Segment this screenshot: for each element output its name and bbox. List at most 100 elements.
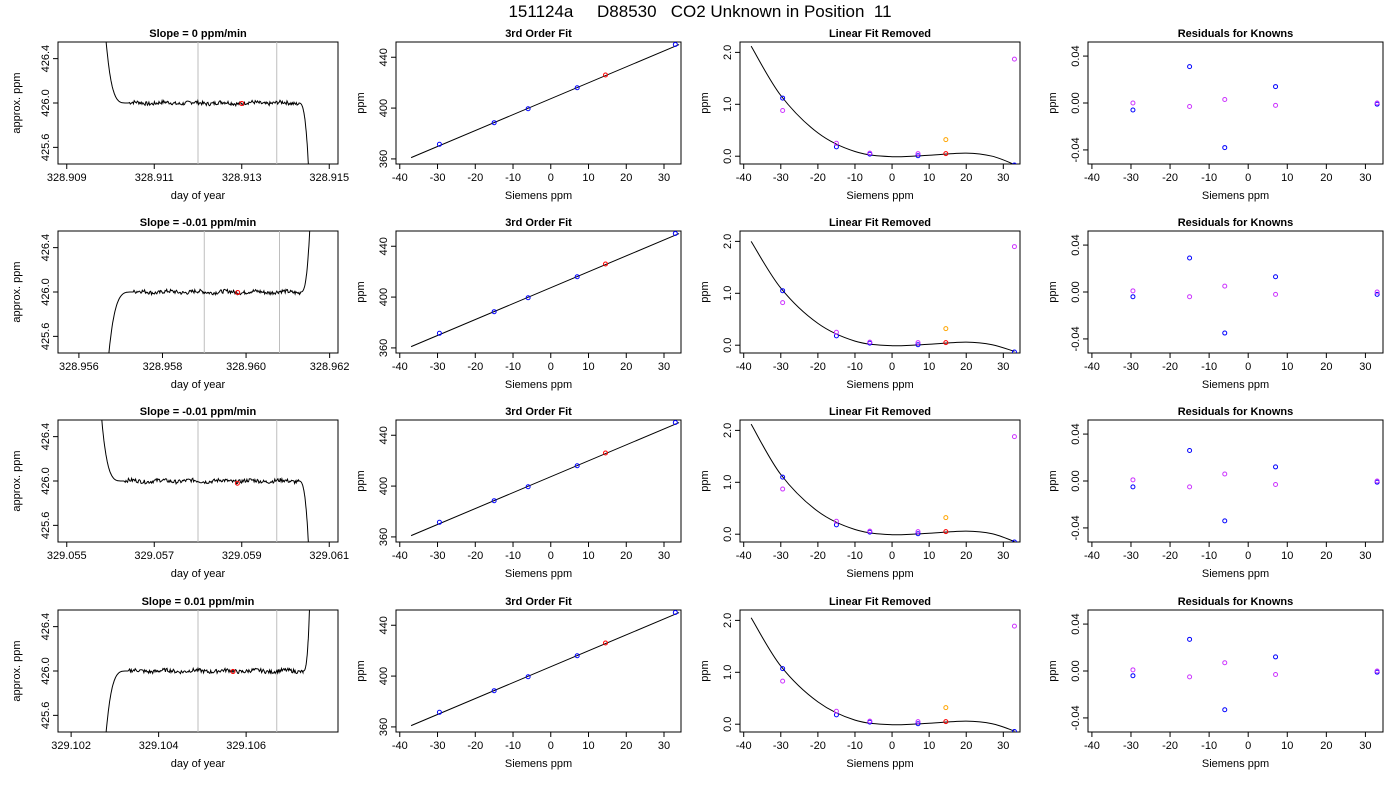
plot-area [750, 617, 1017, 732]
x-tick-label: -30 [430, 172, 446, 184]
data-point [1374, 668, 1380, 674]
data-point [574, 274, 580, 280]
chart-panel: Slope = 0 ppm/min 328.909 328.911 328.913 32… [11, 28, 349, 202]
x-tick-label: 30 [658, 361, 670, 373]
plot-frame [1087, 609, 1384, 733]
data-point [1374, 291, 1380, 297]
y-tick-label: 0.00 [1070, 281, 1082, 302]
data-point [491, 309, 497, 315]
data-point [833, 329, 839, 335]
panel-title: Residuals for Knowns [1178, 217, 1294, 229]
data-point [1273, 672, 1279, 678]
x-tick-label: -10 [847, 550, 863, 562]
x-tick-label: 0 [548, 550, 554, 562]
x-tick-label: 329.104 [139, 740, 179, 752]
x-tick-label: -10 [505, 550, 521, 562]
data-point [833, 518, 839, 524]
x-tick-label: 10 [582, 550, 594, 562]
x-tick-label: 30 [997, 172, 1009, 184]
data-point [780, 486, 786, 492]
y-tick-label: 2.0 [722, 613, 734, 628]
y-tick-label: 425.6 [40, 134, 52, 162]
y-axis-label: approx. ppm [11, 450, 23, 511]
x-tick-label: -30 [430, 361, 446, 373]
data-point [1273, 84, 1279, 90]
data-point [867, 339, 873, 345]
x-tick-label: 20 [960, 172, 972, 184]
data-point [943, 151, 949, 157]
x-axis-label: Siemens ppm [1202, 568, 1269, 580]
panel-title: 3rd Order Fit [505, 596, 572, 608]
plot-frame [395, 609, 682, 733]
x-tick-label: 20 [1320, 172, 1332, 184]
fit-line [410, 44, 680, 159]
x-tick-label: -20 [1162, 740, 1178, 752]
fit-line [410, 422, 680, 537]
panel-title: Residuals for Knowns [1178, 406, 1294, 418]
x-tick-label: 0 [548, 740, 554, 752]
data-point [1273, 274, 1279, 280]
x-axis-label: day of year [171, 190, 226, 202]
trace-line [101, 420, 309, 542]
y-axis-label: ppm [355, 92, 367, 113]
data-point [915, 153, 921, 159]
y-axis-label: approx. ppm [11, 261, 23, 322]
x-tick-label: -30 [430, 550, 446, 562]
data-point [1222, 471, 1228, 477]
fit-line [410, 233, 680, 348]
panel-title: 3rd Order Fit [505, 28, 572, 40]
data-point [1222, 145, 1228, 151]
data-point [943, 326, 949, 332]
fit-curve [750, 45, 1015, 164]
x-tick-label: -40 [736, 550, 752, 562]
x-tick-label: 10 [923, 172, 935, 184]
fit-curve [750, 617, 1015, 732]
x-tick-label: 20 [620, 172, 632, 184]
y-tick-label: 426.0 [40, 278, 52, 306]
chart-panel: Linear Fit Removed -40 -30 -20 -10 0 10 20 30 0.0… [699, 28, 1021, 202]
y-axis-label: ppm [699, 92, 711, 113]
plot-area [1130, 255, 1380, 336]
x-tick-label: -30 [1123, 550, 1139, 562]
x-tick-label: -10 [847, 740, 863, 752]
y-tick-label: 1.0 [722, 475, 734, 490]
x-tick-label: -10 [1201, 172, 1217, 184]
unknown-sample-point [239, 101, 245, 107]
data-point [1222, 518, 1228, 524]
plot-area [1130, 64, 1380, 151]
x-tick-label: -40 [392, 172, 408, 184]
x-tick-label: 20 [960, 550, 972, 562]
data-point [1273, 654, 1279, 660]
x-tick-label: 30 [997, 740, 1009, 752]
x-tick-label: -40 [1084, 550, 1100, 562]
y-tick-label: -0.04 [1070, 137, 1082, 162]
panel-title: Slope = -0.01 ppm/min [140, 406, 257, 418]
x-axis-label: Siemens ppm [846, 379, 913, 391]
y-tick-label: 440 [378, 616, 390, 634]
x-tick-label: 329.106 [226, 740, 266, 752]
data-point [915, 340, 921, 346]
x-tick-label: 328.913 [222, 172, 262, 184]
x-tick-label: -10 [1201, 361, 1217, 373]
data-point [780, 95, 786, 101]
x-tick-label: 10 [923, 550, 935, 562]
chart-panel: 3rd Order Fit -40 -30 -20 -10 0 10 20 30 360 400 44… [355, 406, 682, 580]
x-tick-label: -10 [505, 172, 521, 184]
x-tick-label: -10 [1201, 740, 1217, 752]
x-tick-label: 10 [1281, 740, 1293, 752]
chart-panel: 3rd Order Fit -40 -30 -20 -10 0 10 20 30 360 400 44… [355, 28, 682, 202]
data-point [915, 721, 921, 727]
data-point [436, 141, 442, 147]
data-point [1011, 539, 1017, 542]
y-axis-label: ppm [1047, 660, 1059, 681]
y-tick-label: 360 [378, 718, 390, 736]
x-axis-label: Siemens ppm [846, 568, 913, 580]
x-tick-label: 0 [889, 740, 895, 752]
y-tick-label: 360 [378, 150, 390, 168]
y-axis-label: ppm [1047, 470, 1059, 491]
data-point [574, 85, 580, 91]
data-point [915, 529, 921, 535]
data-point [915, 531, 921, 537]
data-point [603, 261, 609, 267]
chart-panel: Residuals for Knowns -40 -30 -20 -10 0 10 20 30 -… [1047, 406, 1384, 580]
